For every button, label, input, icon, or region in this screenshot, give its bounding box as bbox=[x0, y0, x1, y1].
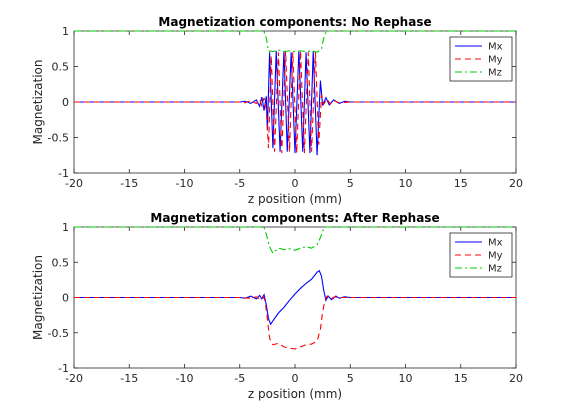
x-axis-label: z position (mm) bbox=[248, 387, 342, 401]
y-tick-label: -0.5 bbox=[48, 132, 69, 145]
series-line-mz bbox=[74, 30, 516, 53]
y-axis-label: Magnetization bbox=[31, 255, 45, 340]
series-group bbox=[74, 226, 516, 350]
y-tick-label: 0.5 bbox=[52, 61, 70, 74]
series-line-mx bbox=[74, 269, 516, 326]
chart-panel-1: -20 -15 -10 -5 0 5 10 15 20 -1 -0.5 0 0.5 1 Magnetizat… bbox=[31, 15, 523, 206]
y-tick-label: 0 bbox=[62, 96, 69, 109]
x-tick-label: 15 bbox=[454, 372, 468, 385]
x-tick-label: 20 bbox=[509, 372, 523, 385]
x-tick-label: 0 bbox=[292, 372, 299, 385]
y-tick-label: -1 bbox=[58, 167, 69, 180]
x-tick-label: -15 bbox=[120, 177, 138, 190]
x-tick-label: -20 bbox=[65, 177, 83, 190]
legend: Mx My Mz bbox=[449, 232, 513, 278]
x-tick-label: -10 bbox=[176, 177, 194, 190]
x-tick-label: -5 bbox=[234, 372, 245, 385]
series-line-mx bbox=[74, 50, 516, 156]
x-tick-label: -5 bbox=[234, 177, 245, 190]
x-tick-label: -10 bbox=[176, 372, 194, 385]
chart-panel-2: -20 -15 -10 -5 0 5 10 15 20 -1 -0.5 0 0.5 1 Magnetizat… bbox=[31, 211, 523, 401]
series-line-mz bbox=[74, 226, 516, 254]
legend-label-mx: Mx bbox=[488, 238, 503, 249]
y-tick-label: -1 bbox=[58, 362, 69, 375]
legend-label-mz: Mz bbox=[488, 68, 502, 79]
x-tick-label: 5 bbox=[347, 177, 354, 190]
x-tick-label: -15 bbox=[120, 372, 138, 385]
x-axis-label: z position (mm) bbox=[248, 192, 342, 206]
y-tick-label: 1 bbox=[62, 25, 69, 38]
series-group bbox=[74, 30, 516, 156]
legend-label-my: My bbox=[488, 55, 503, 66]
y-tick-label: -0.5 bbox=[48, 327, 69, 340]
x-tick-label: 10 bbox=[399, 177, 413, 190]
series-line-my bbox=[74, 50, 516, 154]
x-tick-label: 20 bbox=[509, 177, 523, 190]
x-tick-label: 0 bbox=[292, 177, 299, 190]
y-tick-label: 1 bbox=[62, 221, 69, 234]
legend: Mx My Mz bbox=[449, 36, 513, 82]
x-tick-label: 15 bbox=[454, 177, 468, 190]
legend-label-mz: Mz bbox=[488, 264, 502, 275]
x-tick-label: 10 bbox=[399, 372, 413, 385]
x-tick-label: -20 bbox=[65, 372, 83, 385]
chart-title: Magnetization components: After Rephase bbox=[150, 211, 439, 225]
series-line-my bbox=[74, 295, 516, 350]
y-axis-label: Magnetization bbox=[31, 60, 45, 145]
chart-title: Magnetization components: No Rephase bbox=[158, 15, 431, 29]
y-tick-label: 0.5 bbox=[52, 256, 70, 269]
x-tick-label: 5 bbox=[347, 372, 354, 385]
legend-label-my: My bbox=[488, 251, 503, 262]
legend-label-mx: Mx bbox=[488, 42, 503, 53]
y-tick-label: 0 bbox=[62, 292, 69, 305]
